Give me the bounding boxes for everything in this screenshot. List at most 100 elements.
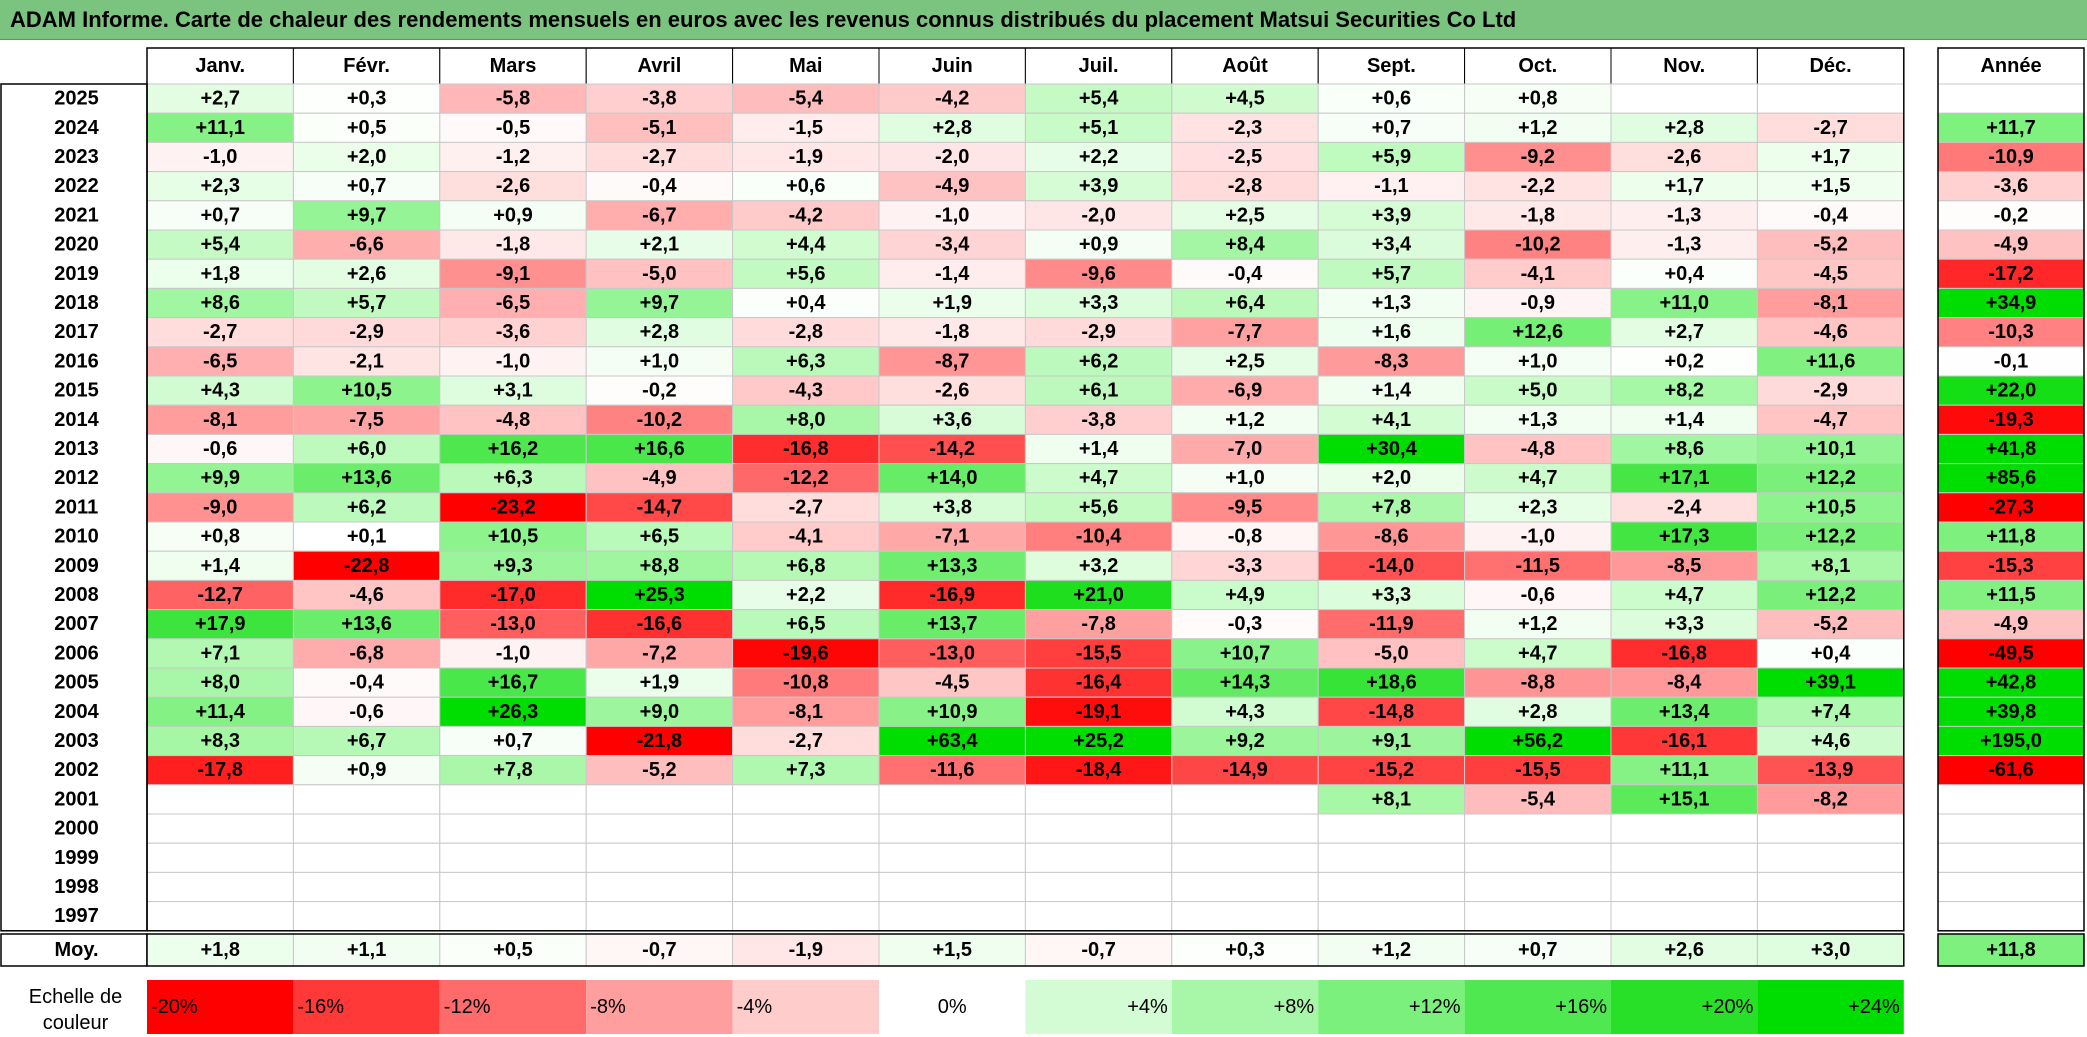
cell-value: +4,5 [1225,88,1264,110]
cell-value: +4,3 [200,380,239,402]
annual-cell [1937,842,2085,873]
heatmap-cell [1464,521,1612,552]
cell-value: +7,3 [786,759,825,781]
cell-value: +9,2 [1225,730,1264,752]
cell-value: -4,9 [642,467,676,489]
annual-value: -15,3 [1988,555,2034,577]
cell-value: -9,1 [496,263,530,285]
cell-value: +2,5 [1225,204,1264,226]
cell-value: -4,5 [935,672,969,694]
average-value: -0,7 [642,939,676,961]
cell-value: +0,3 [347,88,386,110]
annual-border [1937,47,2085,932]
average-value: -1,9 [789,939,823,961]
heatmap-cell [1317,404,1466,435]
cell-value: +4,6 [1811,730,1850,752]
cell-value: +5,6 [1079,496,1118,518]
cell-value: -0,9 [1521,292,1555,314]
cell-value: +0,9 [493,204,532,226]
annual-cell [1937,696,2085,727]
heatmap-cell [1317,112,1466,143]
cell-value: +2,6 [347,263,386,285]
annual-value: -4,9 [1994,613,2028,635]
cell-value: +4,7 [1518,642,1557,664]
month-header: Juil. [1079,55,1119,77]
scale-label: +20% [1702,996,1754,1018]
cell-value: -15,5 [1076,642,1122,664]
heatmap-cell [732,433,880,465]
heatmap-cell [1317,609,1466,640]
cell-value: -7,8 [1081,613,1115,635]
heatmap-cell [878,842,1026,873]
cell-value: +6,4 [1225,292,1265,314]
cell-value: +0,9 [1079,234,1118,256]
heatmap-cell [1171,521,1319,552]
heatmap-cell [1756,901,1905,932]
annual-cell [1937,141,2085,173]
heatmap-cell [146,550,294,581]
heatmap-cell [1756,755,1905,786]
year-label: 2017 [54,321,99,343]
cell-value: +4,9 [1225,584,1264,606]
heatmap-cell [439,901,587,932]
cell-value: +9,0 [640,701,679,723]
cell-value: -1,0 [203,146,237,168]
cell-value: +0,6 [1372,88,1411,110]
scale-swatch [1025,980,1172,1034]
year-label: 2018 [54,292,99,314]
heatmap-cell [878,171,1026,202]
header-cell [1937,47,2085,85]
cell-value: +2,8 [1664,117,1703,139]
cell-value: -2,5 [1228,146,1262,168]
cell-value: -2,9 [1813,380,1847,402]
heatmap-cell [732,492,880,523]
cell-value: +4,7 [1664,584,1703,606]
heatmap-cell [292,317,441,348]
header-cell [292,47,441,85]
heatmap-cell [1610,112,1758,143]
cell-value: +6,5 [786,613,825,635]
heatmap-cell [1756,83,1905,114]
cell-value: +2,2 [786,584,825,606]
heatmap-cell [146,171,294,202]
annual-cell [1937,171,2085,202]
heatmap-cell [585,871,734,903]
cell-value: +2,0 [347,146,386,168]
heatmap-cell [1171,550,1319,581]
cell-value: +0,2 [1664,350,1703,372]
cell-value: +15,1 [1659,788,1710,810]
cell-value: -17,0 [490,584,536,606]
cell-value: +16,7 [488,672,539,694]
heatmap-cell [1464,842,1612,873]
heatmap-cell [292,755,441,786]
scale-title: Echelle de couleur [29,986,122,1034]
cell-value: -11,9 [1369,613,1413,635]
heatmap-cell [292,375,441,406]
heatmap-cell [292,258,441,289]
year-label: 2004 [54,701,99,723]
cell-value: +3,9 [1079,175,1118,197]
cell-value: +1,4 [1664,409,1704,431]
cell-value: +1,8 [200,263,239,285]
cell-value: +5,7 [347,292,386,314]
cell-value: -9,0 [203,496,237,518]
heatmap-cell [1317,784,1466,815]
cell-value: -8,6 [1374,526,1408,548]
cell-value: +6,2 [1079,350,1118,372]
cell-value: +6,1 [1079,380,1118,402]
scale-swatch [1611,980,1758,1034]
cell-value: +10,1 [1805,438,1856,460]
cell-value: +1,2 [1518,613,1557,635]
heatmap-cell [439,258,587,289]
cell-value: -8,5 [1667,555,1701,577]
cell-value: -2,8 [1228,175,1262,197]
cell-value: +7,4 [1811,701,1851,723]
heatmap-cell [1317,725,1466,757]
cell-value: +0,8 [200,526,239,548]
chart-title: ADAM Informe. Carte de chaleur des rende… [10,7,1517,32]
heatmap-cell [439,579,587,611]
heatmap-cell [1024,141,1173,173]
cell-value: +10,9 [927,701,978,723]
heatmap-cell [878,871,1026,903]
heatmap-cell [878,463,1026,494]
